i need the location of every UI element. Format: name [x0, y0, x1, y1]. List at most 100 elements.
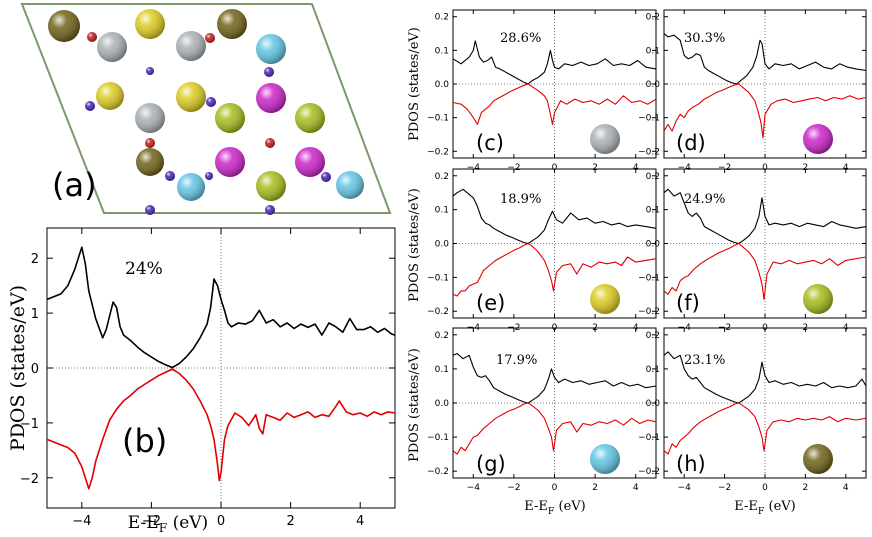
x-tick-label: −2 [718, 483, 731, 493]
x-tick-label: 2 [286, 514, 294, 529]
y-tick-label: 0.2 [435, 172, 449, 182]
polarization-annotation: 28.6% [500, 31, 541, 46]
atom-olive-dark [48, 10, 80, 42]
x-tick-label: −4 [678, 163, 692, 173]
y-tick-label: −0.1 [427, 273, 449, 283]
atom-indigo [206, 97, 216, 107]
y-tick-label: 0.2 [646, 331, 660, 341]
pdos-panel-h: −4 −2 0 2 4 −0.2 −0.1 0.0 0.1 0.2 23.1% (h) E-EF (eV… [638, 327, 867, 517]
x-tick-label: −2 [507, 483, 520, 493]
atom-indigo [165, 171, 175, 181]
atom-olive-dark [217, 9, 247, 39]
x-tick-label: 2 [803, 483, 809, 493]
atom-cyan [177, 173, 205, 201]
y-tick-label: 0.1 [646, 206, 660, 216]
x-tick-label: 4 [843, 483, 849, 493]
x-tick-label: 4 [633, 483, 639, 493]
series-line-spin-up [663, 33, 867, 85]
x-tick-label: 2 [592, 163, 598, 173]
atom-indigo [265, 205, 275, 215]
atom-indicator [803, 444, 833, 474]
crystal-structure-panel: (a) [20, 3, 392, 215]
x-axis-label: E-EF (eV) [128, 513, 208, 535]
atom-lime [215, 103, 245, 133]
x-tick-label: −4 [467, 163, 481, 173]
y-tick-label: −0.2 [427, 147, 449, 157]
atom-indigo [205, 172, 213, 180]
atom-grey [176, 31, 206, 61]
atom-yellow [176, 82, 206, 112]
panel-label-d: (d) [676, 131, 706, 155]
x-tick-label: 4 [633, 163, 639, 173]
y-tick-label: −0.1 [638, 433, 660, 443]
y-tick-label: 0.1 [435, 365, 449, 375]
y-tick-label: −0.2 [427, 467, 449, 477]
x-axis-label: E-EF (eV) [524, 499, 585, 517]
y-tick-label: 2 [31, 252, 39, 267]
atom-grey [135, 103, 165, 133]
panel-label-a: (a) [52, 166, 97, 204]
y-tick-label: 1 [31, 307, 39, 322]
atom-indicator [803, 284, 833, 314]
y-tick-label: 0.2 [435, 331, 449, 341]
y-tick-label: −0.1 [638, 114, 660, 124]
x-tick-label: −2 [142, 514, 161, 529]
panel-label-e: (e) [476, 291, 505, 315]
atom-red [265, 138, 275, 148]
atom-magenta [256, 83, 286, 113]
y-tick-label: −0.2 [638, 147, 660, 157]
series-line-spin-down [663, 83, 867, 139]
y-tick-label: 0.0 [646, 80, 661, 90]
y-tick-label: 0.0 [646, 399, 661, 409]
polarization-annotation: 18.9% [500, 192, 541, 207]
series-line-spin-up [663, 188, 867, 245]
x-tick-label: 4 [843, 163, 849, 173]
y-tick-label: 0.1 [646, 46, 660, 56]
atom-yellow [135, 9, 165, 39]
x-tick-label: 2 [592, 483, 598, 493]
atom-olive-dark [136, 148, 164, 176]
polarization-annotation: 24.9% [684, 192, 725, 207]
y-tick-label: 0.2 [435, 13, 449, 23]
x-tick-label: 0 [762, 163, 768, 173]
atom-indicator [590, 124, 620, 154]
y-tick-label: −0.2 [427, 307, 449, 317]
series-line-spin-down [452, 402, 657, 455]
x-tick-label: −2 [718, 163, 731, 173]
series-line-spin-down [663, 402, 867, 455]
series-line-spin-down [663, 242, 867, 300]
panel-label-f: (f) [676, 291, 700, 315]
series-line-spin-up [452, 40, 657, 85]
unit-cell-outline [20, 3, 392, 214]
y-tick-label: 0.1 [435, 46, 449, 56]
atom-cyan [336, 171, 364, 199]
atom-cyan [256, 34, 286, 64]
y-tick-label: 0 [31, 362, 39, 377]
series-line-spin-up [452, 353, 657, 404]
series-line-spin-down [452, 242, 657, 297]
x-tick-label: 0 [217, 514, 225, 529]
polarization-annotation: 17.9% [496, 353, 537, 368]
x-axis-label: E-EF (eV) [734, 499, 795, 517]
x-tick-label: −4 [72, 514, 91, 529]
pdos-panel-g: −4 −2 0 2 4 −0.2 −0.1 0.0 0.1 0.2 17.9% (g) PDOS (st… [407, 327, 657, 517]
x-tick-label: 0 [762, 483, 768, 493]
series-line-spin-up [46, 246, 396, 369]
atom-lime [295, 103, 325, 133]
y-tick-label: 0.2 [646, 172, 660, 182]
y-tick-label: 0.0 [646, 240, 661, 250]
panel-label-h: (h) [676, 452, 706, 476]
x-tick-label: −4 [678, 483, 692, 493]
panel-label-c: (c) [476, 131, 504, 155]
atom-indigo [145, 205, 155, 215]
atom-lime [256, 171, 286, 201]
polarization-annotation: 24% [125, 259, 163, 279]
y-tick-label: −1 [20, 417, 39, 432]
series-line-spin-down [46, 368, 396, 490]
atom-red [145, 138, 155, 148]
atom-indigo [85, 101, 95, 111]
atom-red [87, 32, 97, 42]
